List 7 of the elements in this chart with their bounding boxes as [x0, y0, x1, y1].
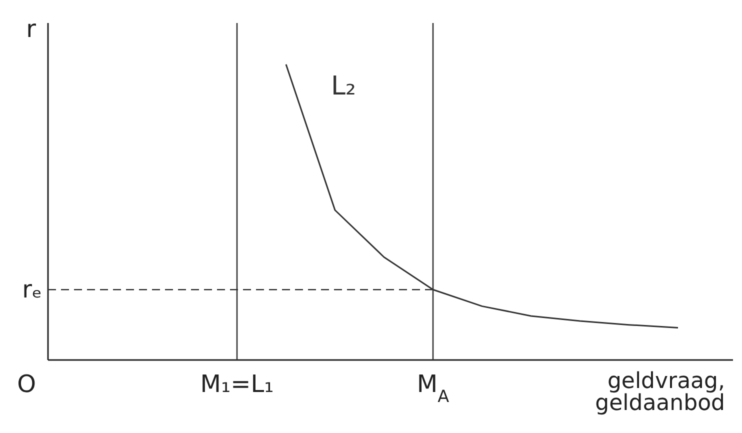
text: r: [26, 15, 36, 43]
text: O: [17, 370, 36, 398]
ref-line-label: rₑ: [22, 276, 42, 304]
x-tick-label: M$_{A}$: [416, 370, 450, 406]
series-label: L₂: [331, 71, 356, 102]
x-tick-label: M₁=L₁: [200, 370, 274, 398]
x-axis-title: geldvraag, geldaanbod: [595, 369, 725, 416]
